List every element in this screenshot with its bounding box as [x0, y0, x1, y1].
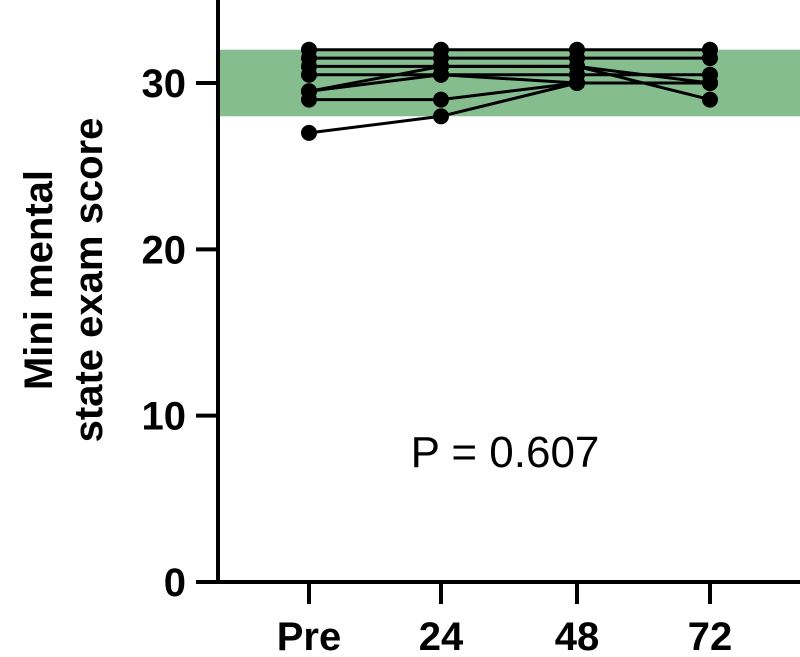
data-point — [702, 91, 718, 108]
y-ticks: 0 10 20 30 — [142, 62, 218, 605]
x-tick-label: Pre — [277, 615, 342, 657]
x-tick-label: 24 — [419, 615, 464, 657]
data-point — [433, 108, 449, 125]
data-point — [301, 124, 317, 141]
axes — [216, 0, 800, 584]
data-point — [433, 91, 449, 108]
x-tick-label: 48 — [555, 615, 600, 657]
x-tick-label: 72 — [688, 615, 733, 657]
data-point — [301, 91, 317, 108]
data-point — [301, 66, 317, 83]
data-point — [433, 58, 449, 75]
data-point — [702, 50, 718, 67]
series-points — [301, 41, 718, 141]
y-tick-label: 20 — [142, 228, 187, 272]
p-value-annotation: P = 0.607 — [411, 428, 600, 477]
y-tick-label: 10 — [142, 395, 187, 439]
y-axis-label-line-1: Mini mental — [17, 170, 61, 390]
x-ticks: Pre 24 48 72 — [277, 582, 733, 657]
y-tick-label: 30 — [142, 62, 187, 106]
data-point — [702, 75, 718, 91]
y-tick-label: 0 — [164, 561, 186, 605]
series-line — [308, 81, 710, 135]
data-point — [569, 58, 585, 75]
series-lines — [308, 48, 711, 135]
y-axis-label-line-2: state exam score — [67, 118, 111, 443]
data-point — [569, 75, 585, 91]
